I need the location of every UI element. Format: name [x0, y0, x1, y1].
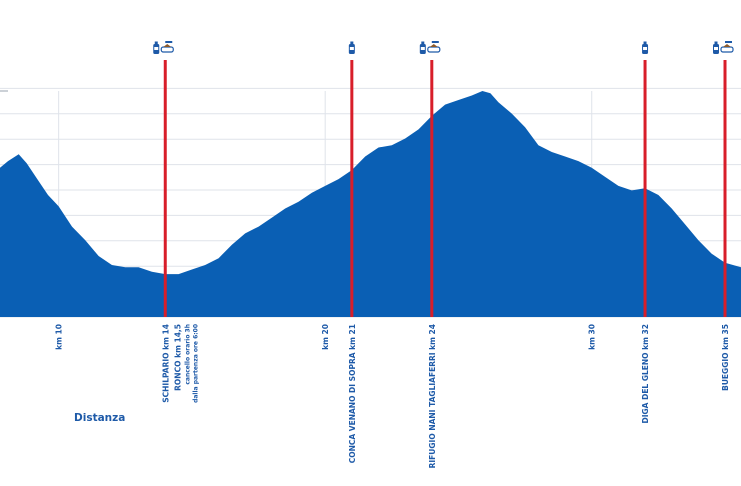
- station-marker-line: [643, 60, 647, 317]
- water-icon: [419, 41, 426, 54]
- station-label: RIFUGIO NANI TAGLIAFERRI km 24: [428, 324, 437, 468]
- station-note: cancello orario 3h: [185, 324, 192, 385]
- station-marker-line: [163, 60, 167, 317]
- station-note: dalla partenza ore 6:00: [193, 324, 200, 403]
- station-marker-line: [350, 60, 354, 317]
- x-tick-label: km 30: [588, 324, 597, 350]
- station-label: BUEGGIO km 35: [721, 324, 730, 391]
- station-label: SCHILPARIO km 14: [161, 324, 170, 403]
- water-icon: [642, 41, 649, 54]
- station-marker-line: [723, 60, 727, 317]
- station-labels: SCHILPARIO km 14 RONCO km 14,5 cancello or…: [161, 324, 730, 468]
- station-markers: [163, 60, 727, 317]
- x-tick-labels: km 10 km 20 km 30: [55, 324, 597, 350]
- food-icon: [160, 40, 174, 53]
- food-icon: [427, 40, 441, 53]
- food-icon: [720, 40, 734, 53]
- x-axis-title: Distanza: [74, 412, 126, 424]
- station-label: RONCO km 14,5: [174, 324, 183, 391]
- station-label: DIGA DEL GLENO km 32: [641, 324, 650, 424]
- station-marker-line: [430, 60, 434, 317]
- water-icon: [713, 41, 720, 54]
- x-tick-label: km 10: [55, 324, 64, 350]
- water-icon: [153, 41, 160, 54]
- elevation-area: [0, 91, 741, 317]
- water-icon: [348, 41, 355, 54]
- x-tick-label: km 20: [321, 324, 330, 350]
- station-label: CONCA VENANO DI SOPRA km 21: [348, 324, 357, 463]
- station-icons: [153, 40, 734, 54]
